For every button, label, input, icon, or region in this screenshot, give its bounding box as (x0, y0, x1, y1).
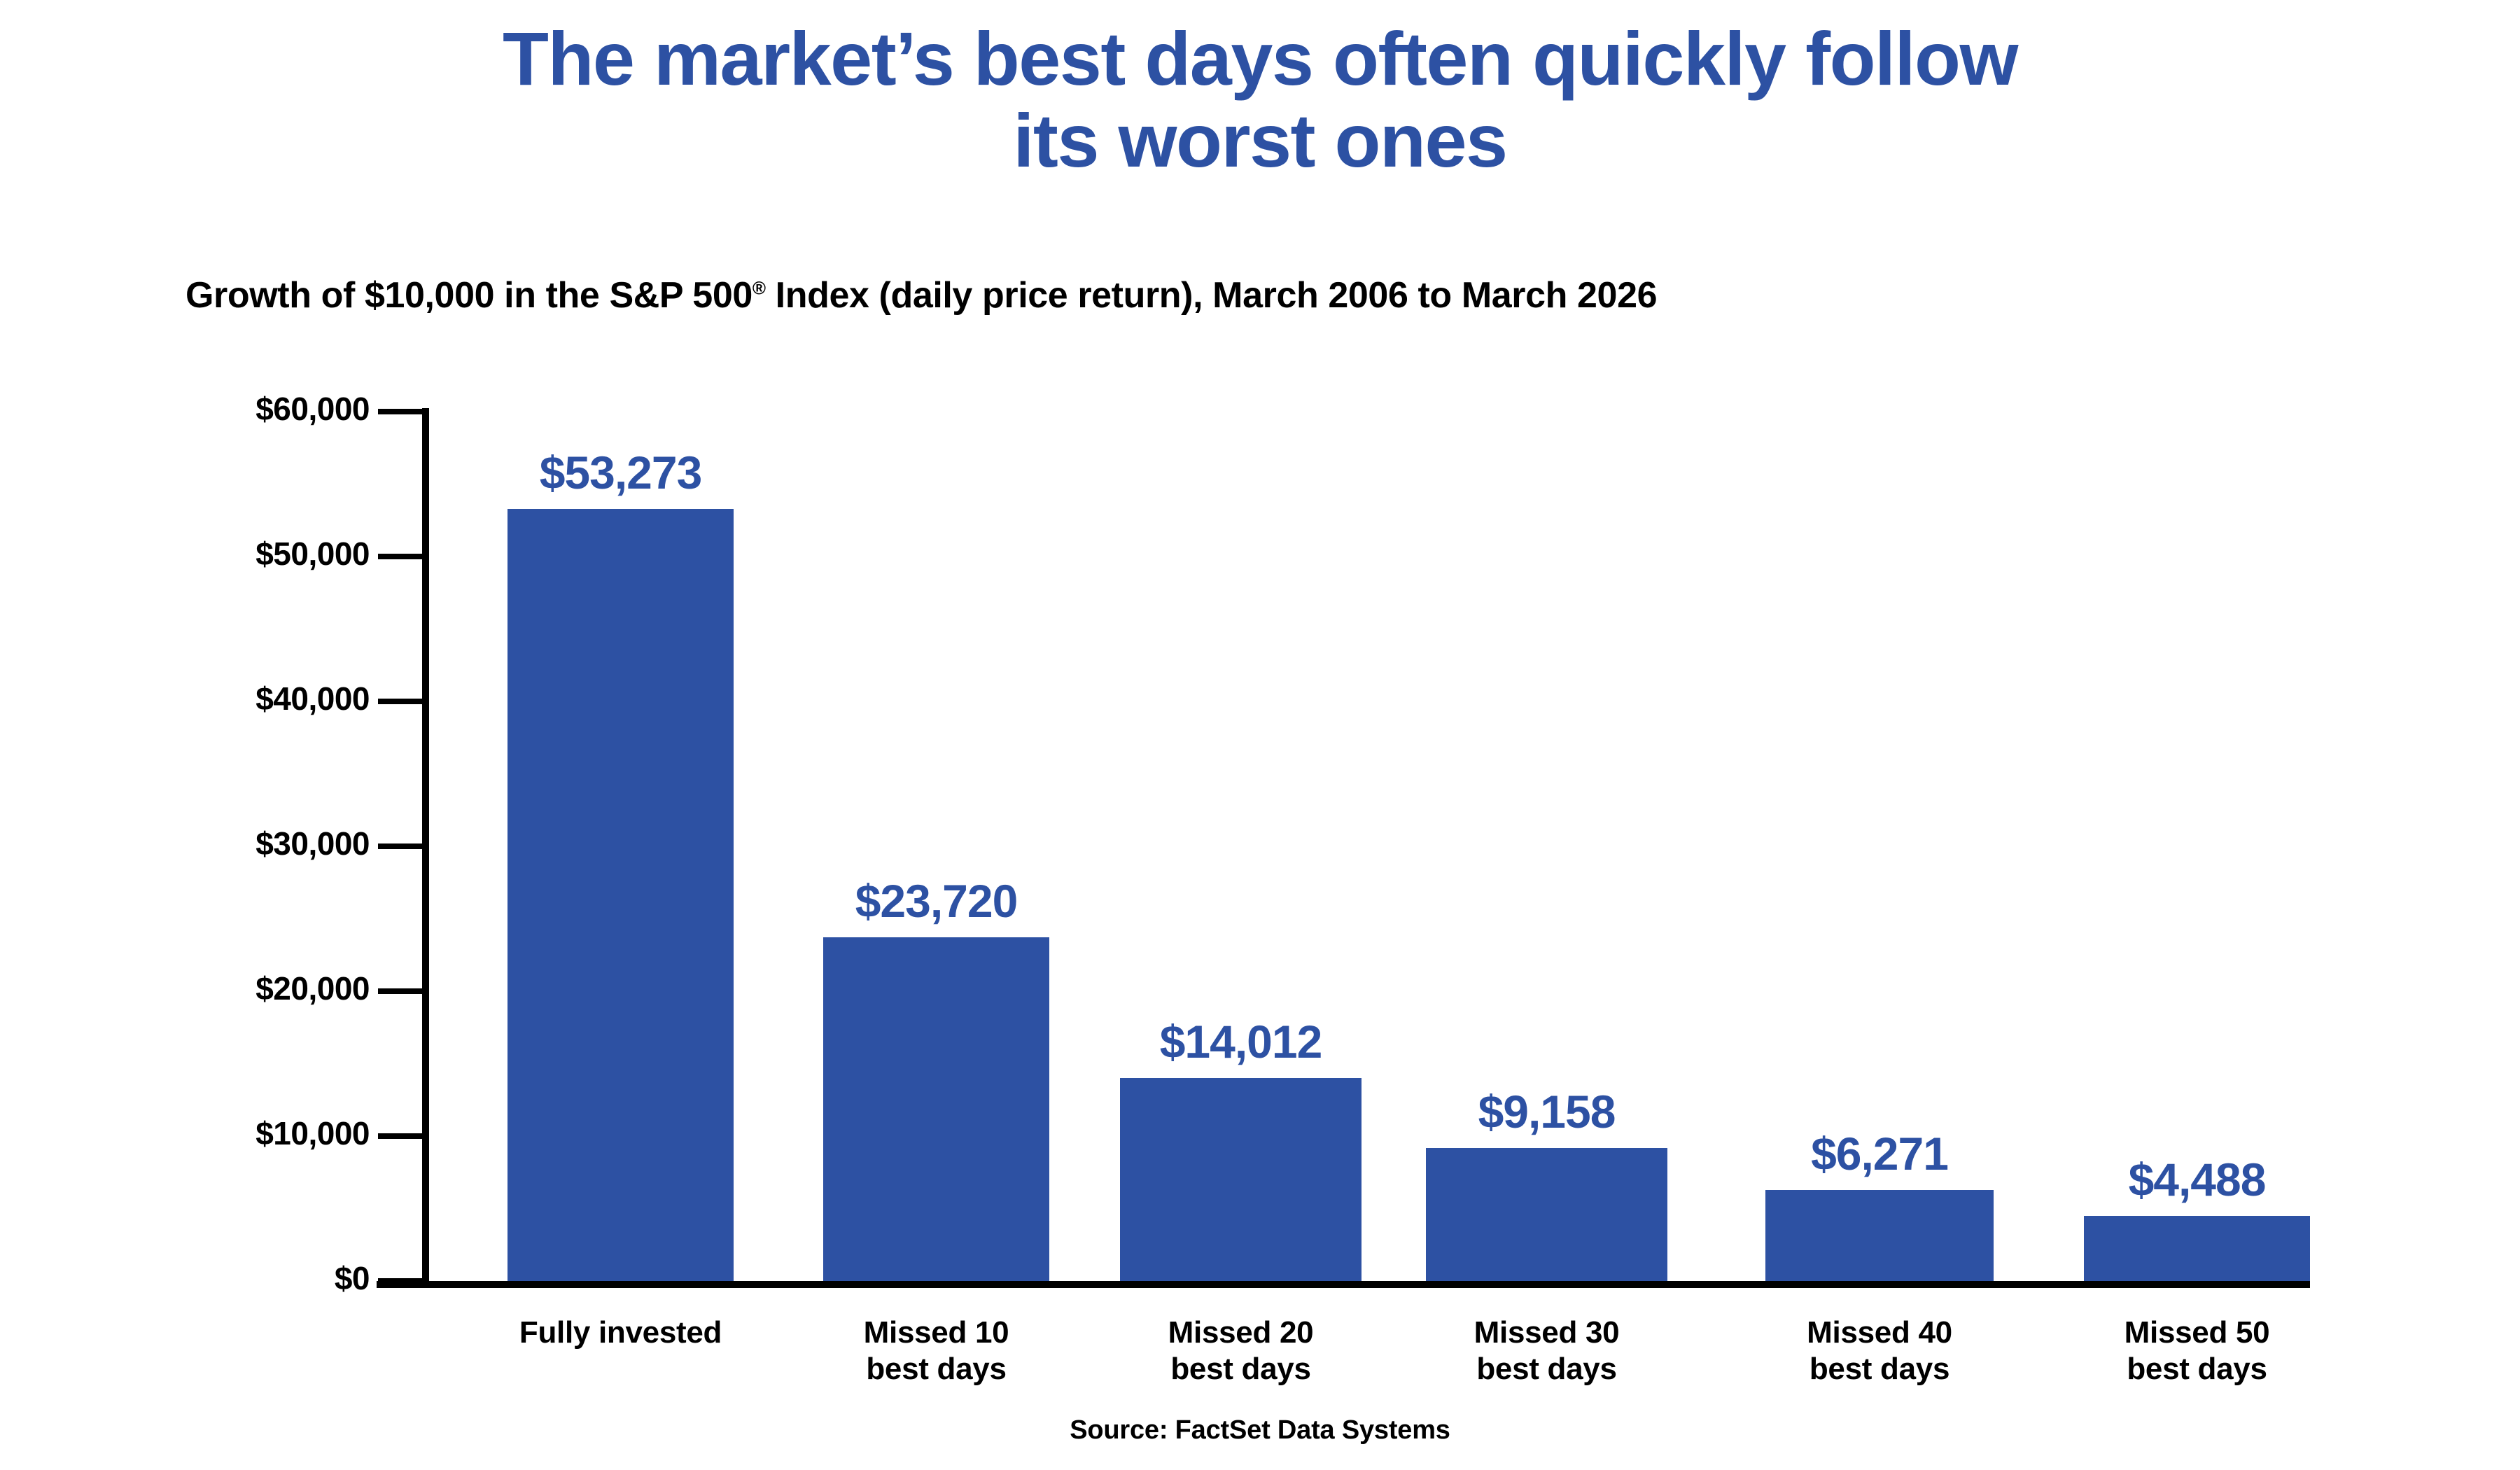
y-tick-label: $50,000 (255, 536, 370, 572)
page-title: The market’s best days often quickly fol… (0, 18, 2520, 181)
bar[interactable] (1765, 1190, 1994, 1281)
y-tick-mark (378, 1133, 423, 1139)
x-axis-category-label: Missed 30 best days (1474, 1315, 1620, 1386)
x-axis-category-label: Missed 50 best days (2124, 1315, 2270, 1386)
y-tick-mark (378, 844, 423, 849)
chart-subtitle-main: Growth of $10,000 in the S&P 500 (186, 275, 752, 316)
bar[interactable] (2084, 1216, 2310, 1281)
registered-trademark-icon: ® (752, 277, 766, 299)
y-tick-label: $20,000 (255, 970, 370, 1007)
bar-value-label: $53,273 (539, 447, 703, 499)
bar[interactable] (507, 509, 734, 1281)
bar-value-label: $6,271 (1811, 1128, 1949, 1180)
y-tick-mark (378, 699, 423, 704)
y-tick-label: $0 (334, 1260, 370, 1296)
y-tick-label: $40,000 (255, 680, 370, 717)
bar-value-label: $4,488 (2128, 1154, 2267, 1206)
bar[interactable] (1426, 1148, 1667, 1281)
bar-value-label: $9,158 (1478, 1086, 1616, 1138)
bar[interactable] (823, 937, 1049, 1281)
y-tick-mark (378, 409, 423, 414)
plot-area: $0 $10,000 $20,000 $30,000 $40,000 $50,000 $60… (255, 391, 2310, 1386)
chart-subtitle: Growth of $10,000 in the S&P 500® Index … (186, 274, 1658, 316)
x-axis-category-label: Missed 40 best days (1807, 1315, 1952, 1386)
y-axis-line (422, 408, 429, 1284)
x-axis-category-label: Missed 20 best days (1168, 1315, 1314, 1386)
y-tick-label: $10,000 (255, 1115, 370, 1152)
bar[interactable] (1120, 1077, 1362, 1281)
x-axis-line (377, 1281, 2310, 1288)
source-note: Source: FactSet Data Systems (1070, 1415, 1450, 1445)
bar-value-label: $14,012 (1159, 1015, 1323, 1068)
x-axis-category-label: Fully invested (519, 1315, 722, 1350)
bar-value-label: $23,720 (855, 874, 1018, 927)
y-tick-mark (378, 988, 423, 994)
y-tick-label: $60,000 (255, 391, 370, 427)
page-title-line-1: The market’s best days often quickly fol… (502, 16, 2019, 101)
x-axis-category-label: Missed 10 best days (863, 1315, 1009, 1386)
y-tick-label: $30,000 (255, 825, 370, 862)
page-title-line-2: its worst ones (1013, 97, 1508, 183)
y-tick-mark (378, 554, 423, 559)
chart-subtitle-rest: Index (daily price return), March 2006 t… (765, 275, 1658, 316)
y-tick-mark (378, 1278, 423, 1284)
